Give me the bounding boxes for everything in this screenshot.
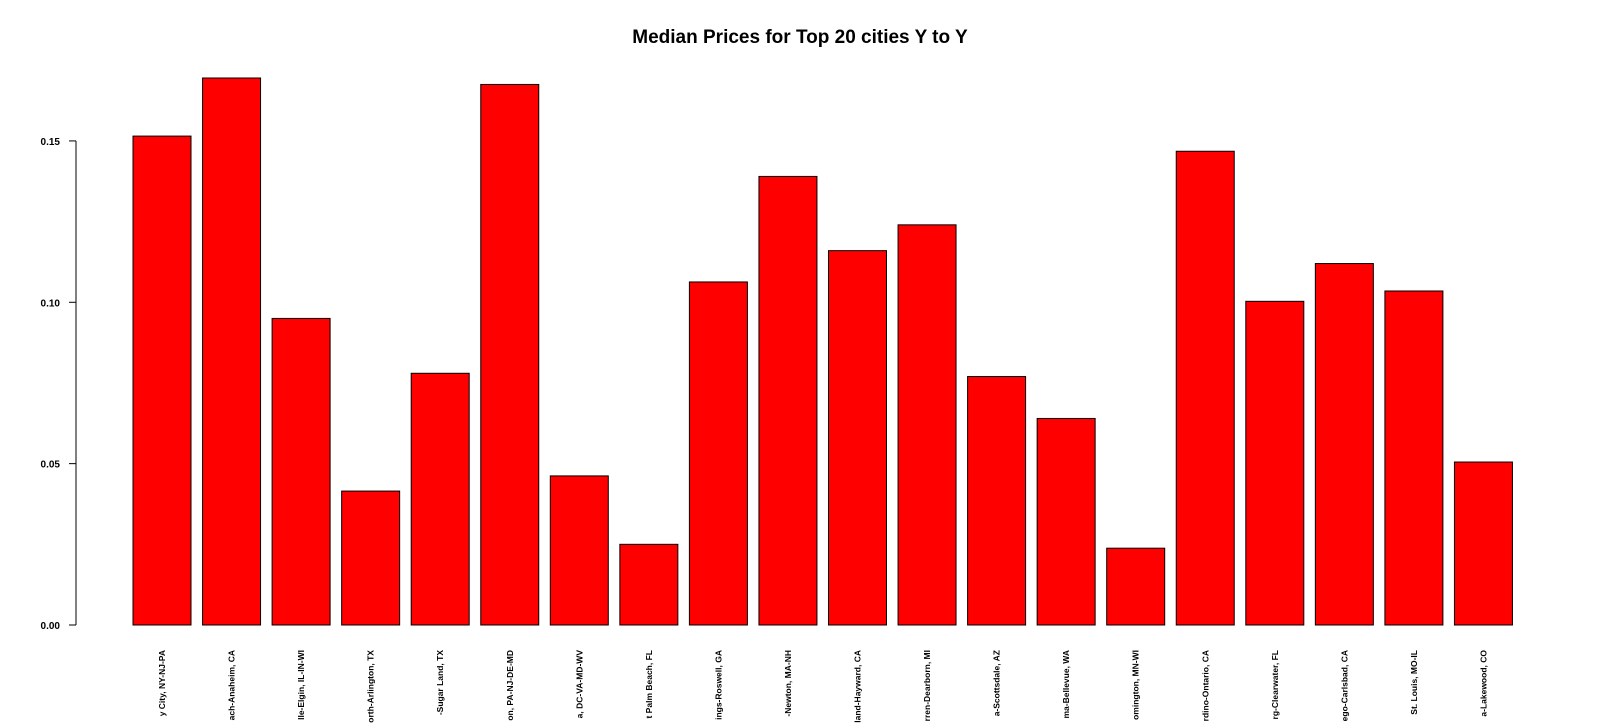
x-category-label: -Newton, MA-NH — [783, 650, 793, 717]
bar — [967, 376, 1027, 626]
chart-title: Median Prices for Top 20 cities Y to Y — [632, 27, 968, 48]
bar — [480, 83, 540, 626]
y-tick-label: 0.00 — [41, 621, 61, 632]
bar — [132, 135, 192, 626]
bar — [410, 372, 470, 626]
x-category-label: a, DC-VA-MD-WV — [574, 650, 584, 719]
x-category-label: t Palm Beach, FL — [644, 650, 654, 719]
bar — [1453, 461, 1513, 626]
x-axis-labels: y City, NY-NJ-PA ach-Anaheim, CA lle-Elgin… — [157, 650, 1488, 723]
bars — [132, 77, 1513, 626]
x-category-label: land-Hayward, CA — [853, 650, 863, 723]
y-tick-label: 0.10 — [41, 298, 61, 309]
x-category-label: ego-Carlsbad, CA — [1339, 650, 1349, 721]
x-category-label: lle-Elgin, IL-IN-WI — [296, 650, 306, 720]
bar — [549, 475, 609, 626]
x-category-label: rdino-Ontario, CA — [1200, 650, 1210, 721]
bar — [758, 175, 818, 626]
bar — [341, 490, 401, 626]
x-category-label: St. Louis, MO-IL — [1409, 650, 1419, 715]
y-tick-label: 0.15 — [41, 137, 61, 148]
bar — [828, 250, 887, 626]
x-category-label: omington, MN-WI — [1131, 650, 1141, 720]
bar — [688, 281, 748, 626]
x-category-label: ma-Bellevue, WA — [1061, 650, 1071, 719]
bar — [619, 543, 679, 626]
x-category-label: rren-Dearborn, MI — [922, 650, 932, 721]
x-category-label: orth-Arlington, TX — [366, 650, 376, 723]
y-tick-label: 0.05 — [41, 460, 61, 471]
x-category-label: a-Lakewood, CO — [1478, 650, 1488, 717]
bar — [1245, 300, 1305, 626]
y-axis: 0.00 0.05 0.10 0.15 — [41, 137, 77, 632]
bar — [1175, 150, 1235, 626]
bar — [1106, 547, 1166, 626]
bar — [1314, 263, 1374, 626]
x-category-label: ach-Anaheim, CA — [227, 650, 237, 720]
x-category-label: a-Scottsdale, AZ — [992, 650, 1002, 716]
x-category-label: y City, NY-NJ-PA — [157, 650, 167, 716]
x-category-label: on, PA-NJ-DE-MD — [505, 650, 515, 721]
bar — [1384, 290, 1444, 626]
bar — [271, 317, 331, 626]
x-category-label: ings-Roswell, GA — [713, 650, 723, 720]
bar — [202, 77, 262, 626]
bar — [897, 224, 957, 626]
x-category-label: rg-Clearwater, FL — [1270, 650, 1280, 719]
bar — [1036, 417, 1096, 626]
x-category-label: -Sugar Land, TX — [435, 650, 445, 716]
